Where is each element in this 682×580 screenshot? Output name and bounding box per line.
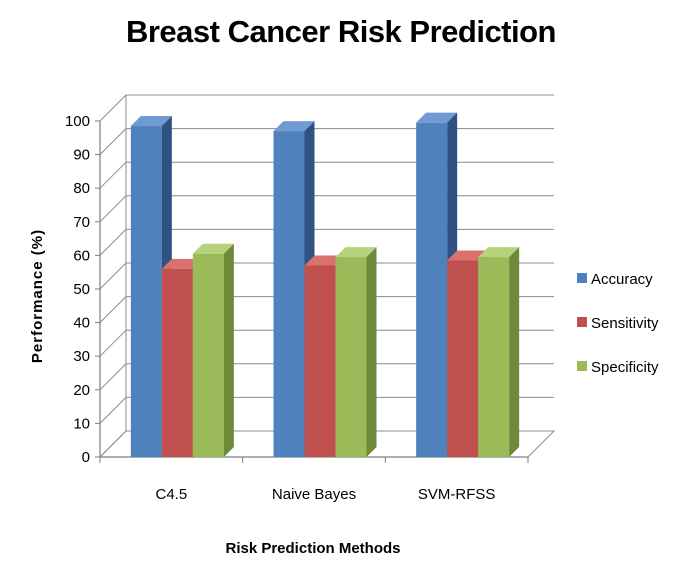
- bar-front: [447, 260, 479, 457]
- bar-front: [161, 268, 193, 457]
- bar: [192, 243, 234, 457]
- bar-front: [335, 257, 367, 457]
- bar-front: [304, 265, 336, 457]
- bar-front: [130, 126, 162, 457]
- y-tick-label: 70: [73, 214, 90, 231]
- bar-top: [192, 243, 234, 254]
- y-axis-title: Performance (%): [29, 229, 46, 363]
- labels-layer: 0 10 20 30 40 50 60 70 80 90 100 C4.5 Naive Bayes SVM…: [65, 113, 495, 503]
- grid-layer: [98, 94, 556, 458]
- y-tick-label: 30: [73, 348, 90, 365]
- bar-front: [416, 122, 448, 458]
- y-tick-label: 50: [73, 281, 90, 298]
- bar-top: [416, 112, 458, 123]
- x-tick-label: SVM-RFSS: [418, 486, 496, 503]
- x-axis-title: Risk Prediction Methods: [225, 540, 400, 557]
- legend: Accuracy Sensitivity Specificity: [577, 271, 659, 376]
- bar-side: [223, 243, 234, 457]
- y-tick-label: 60: [73, 247, 90, 264]
- chart-title: Breast Cancer Risk Prediction: [125, 14, 557, 49]
- bar: [478, 247, 520, 457]
- y-tick-label: 20: [73, 382, 90, 399]
- bars-layer: [130, 112, 520, 458]
- bar-front: [273, 131, 305, 457]
- legend-label: Specificity: [591, 359, 659, 376]
- legend-swatch: [577, 361, 587, 371]
- bar: [335, 247, 377, 457]
- bar-top: [447, 250, 489, 261]
- bar-top: [335, 247, 377, 258]
- bar-front: [192, 253, 224, 457]
- bar-side: [509, 247, 520, 457]
- legend-swatch: [577, 317, 587, 327]
- legend-label: Sensitivity: [591, 315, 659, 332]
- bar-top: [161, 258, 203, 269]
- bar-front: [478, 257, 510, 457]
- bar-top: [130, 116, 172, 127]
- x-tick-label: Naive Bayes: [272, 486, 356, 503]
- legend-label: Accuracy: [591, 271, 653, 288]
- y-tick-label: 40: [73, 315, 90, 332]
- y-tick-label: 0: [82, 449, 90, 466]
- y-tick-label: 10: [73, 415, 90, 432]
- y-tick-label: 100: [65, 113, 90, 130]
- bar-side: [366, 247, 377, 457]
- y-tick-label: 90: [73, 147, 90, 164]
- bar-top: [273, 121, 315, 132]
- bar-top: [304, 255, 346, 266]
- y-tick-label: 80: [73, 180, 90, 197]
- bar-top: [478, 247, 520, 258]
- x-tick-label: C4.5: [155, 486, 187, 503]
- legend-swatch: [577, 273, 587, 283]
